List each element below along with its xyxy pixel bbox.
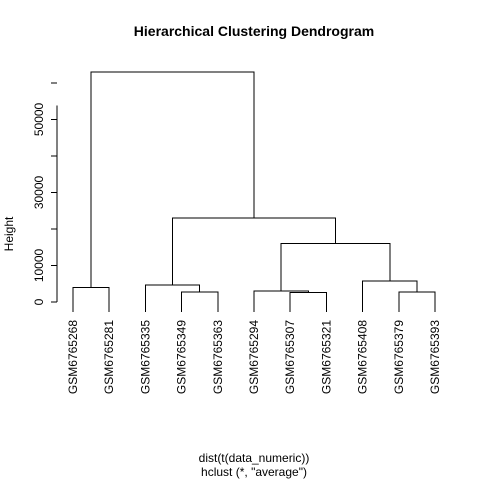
dendrogram-link bbox=[280, 243, 391, 292]
leaf-label: GSM6765321 bbox=[319, 320, 333, 394]
y-tick-label: 50000 bbox=[32, 102, 46, 136]
dendrogram-link bbox=[172, 217, 336, 286]
leaf-label: GSM6765363 bbox=[211, 320, 225, 394]
leaf-label: GSM6765281 bbox=[102, 320, 116, 394]
leaf-labels: GSM6765268 GSM6765281 GSM6765335 GSM6765349… bbox=[66, 320, 442, 394]
y-tick-label: 10000 bbox=[32, 248, 46, 282]
dendrogram-link bbox=[90, 71, 255, 288]
dendrogram-link bbox=[289, 292, 327, 312]
leaf-label: GSM6765268 bbox=[66, 320, 80, 394]
leaf-label: GSM6765335 bbox=[138, 320, 152, 394]
method-subtitle: hclust (*, "average") bbox=[201, 465, 307, 479]
leaf-label: GSM6765294 bbox=[247, 320, 261, 394]
chart-title: Hierarchical Clustering Dendrogram bbox=[134, 23, 374, 39]
leaf-label: GSM6765379 bbox=[392, 320, 406, 394]
dendrogram-link bbox=[72, 286, 110, 312]
dendrogram-link bbox=[253, 290, 309, 312]
leaf-label: GSM6765349 bbox=[175, 320, 189, 394]
y-tick-label: 30000 bbox=[32, 175, 46, 209]
x-axis-label: dist(t(data_numeric)) bbox=[199, 451, 310, 465]
dendrogram-link bbox=[362, 280, 418, 312]
leaf-label: GSM6765393 bbox=[428, 320, 442, 394]
leaf-label: GSM6765408 bbox=[356, 320, 370, 394]
leaf-label: GSM6765307 bbox=[283, 320, 297, 394]
y-tick-label: 0 bbox=[32, 298, 46, 305]
dendrogram-link bbox=[398, 291, 436, 312]
y-axis: 0 10000 30000 50000 bbox=[32, 82, 58, 305]
dendrogram-link bbox=[144, 284, 201, 312]
y-axis-label: Height bbox=[2, 216, 16, 251]
dendrogram-links bbox=[72, 71, 436, 312]
dendrogram-link bbox=[181, 291, 219, 312]
